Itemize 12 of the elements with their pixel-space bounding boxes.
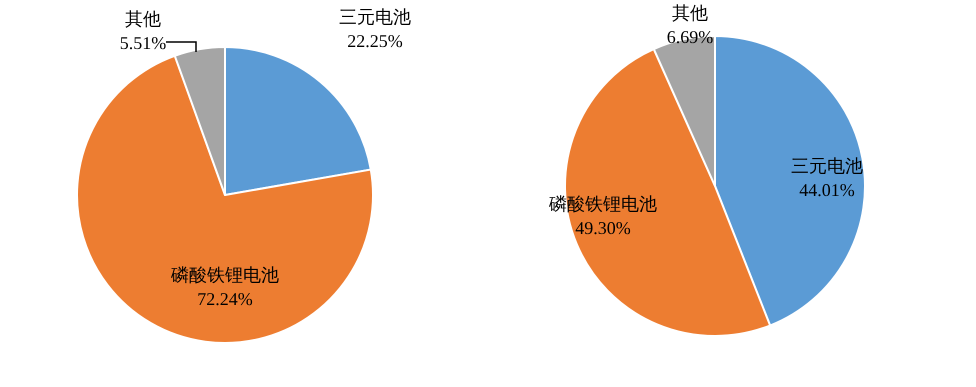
data-label: 49.30% — [575, 218, 631, 238]
slice-label: 其他 — [125, 9, 161, 29]
data-label: 72.24% — [197, 289, 253, 309]
slice-label: 磷酸铁锂电池 — [170, 265, 279, 285]
data-label: 22.25% — [347, 31, 403, 51]
slice-label: 磷酸铁锂电池 — [548, 194, 657, 214]
slice-label: 三元电池 — [791, 156, 863, 176]
slice-label: 三元电池 — [339, 7, 411, 27]
data-label: 5.51% — [120, 33, 166, 53]
slice-label: 其他 — [672, 3, 708, 23]
data-label: 44.01% — [799, 180, 855, 200]
data-label: 6.69% — [666, 27, 714, 47]
